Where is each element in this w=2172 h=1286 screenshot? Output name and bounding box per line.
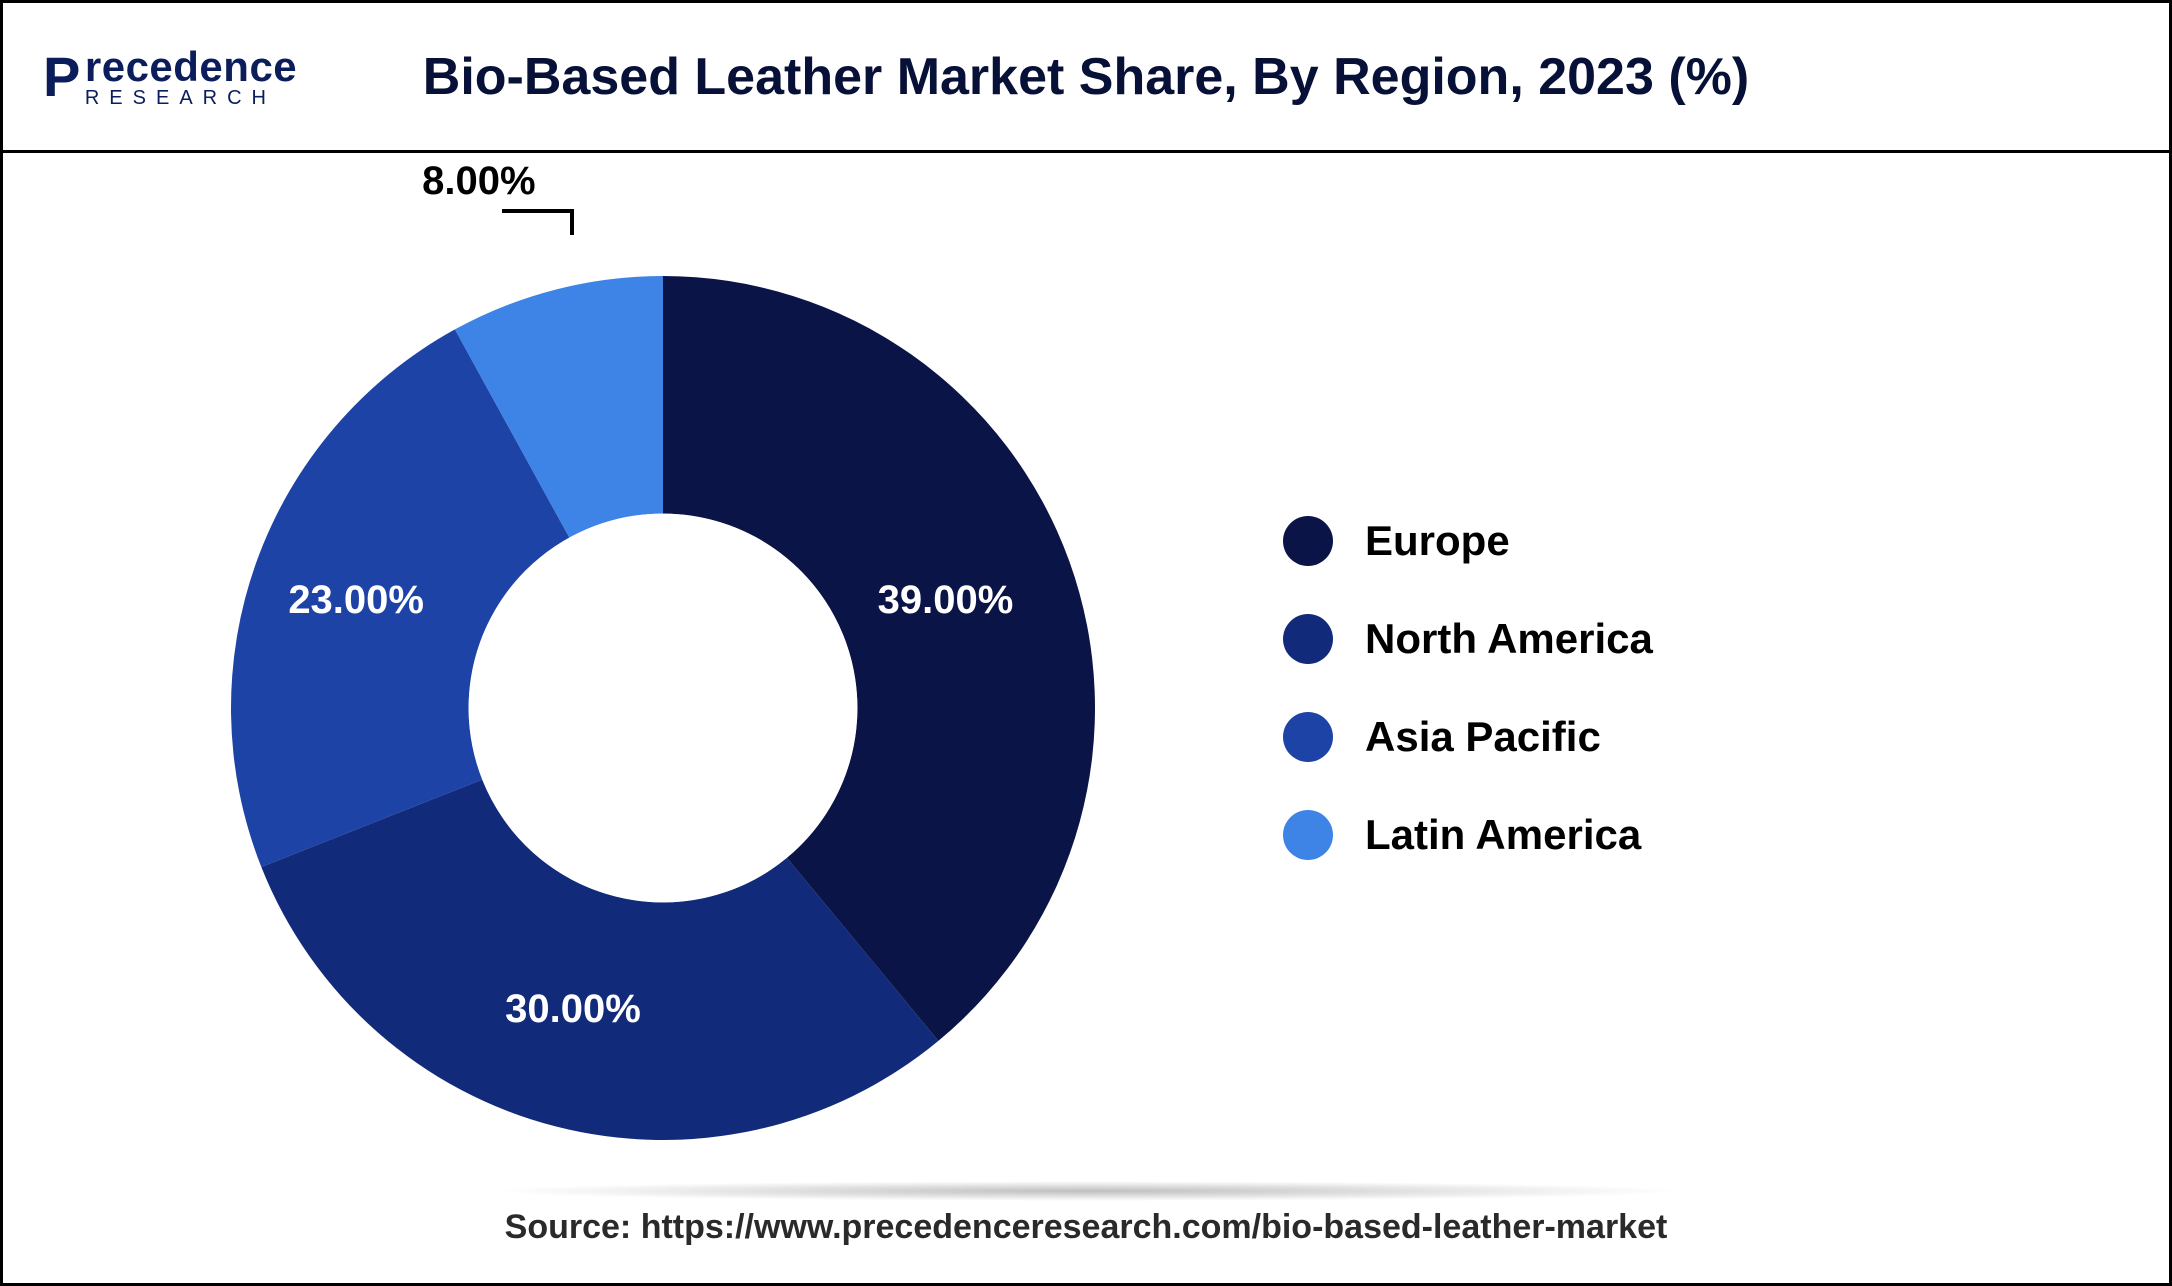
shadow-decoration <box>486 1181 1686 1201</box>
slice-label-europe: 39.00% <box>878 578 1014 623</box>
legend-label: Europe <box>1365 517 1510 565</box>
leader-line <box>502 209 572 213</box>
legend-label: Asia Pacific <box>1365 713 1601 761</box>
slice-label-latin-america: 8.00% <box>422 159 535 204</box>
legend-dot-icon <box>1283 516 1333 566</box>
legend-dot-icon <box>1283 614 1333 664</box>
source-citation: Source: https://www.precedenceresearch.c… <box>3 1208 2169 1247</box>
chart-title: Bio-Based Leather Market Share, By Regio… <box>423 47 1749 107</box>
slice-label-north-america: 30.00% <box>505 987 641 1032</box>
slice-label-asia-pacific: 23.00% <box>288 578 424 623</box>
logo-main-text: recedence <box>85 43 297 91</box>
chart-area: 39.00% 30.00% 23.00% 8.00% Europe North Amer… <box>3 153 2169 1283</box>
logo-sub-text: RESEARCH <box>85 87 297 110</box>
legend-item-north-america: North America <box>1283 614 1653 664</box>
legend-label: North America <box>1365 615 1653 663</box>
legend-dot-icon <box>1283 712 1333 762</box>
donut-chart: 39.00%30.00%23.00%8.00% <box>213 258 1113 1158</box>
chart-frame: P recedence RESEARCH Bio-Based Leather M… <box>0 0 2172 1286</box>
legend-item-asia-pacific: Asia Pacific <box>1283 712 1653 762</box>
leader-drop <box>570 209 574 235</box>
legend-item-europe: Europe <box>1283 516 1653 566</box>
legend-dot-icon <box>1283 810 1333 860</box>
legend-item-latin-america: Latin America <box>1283 810 1653 860</box>
logo-text-wrap: recedence RESEARCH <box>85 43 297 110</box>
legend-label: Latin America <box>1365 811 1641 859</box>
logo-p-icon: P <box>43 44 81 109</box>
header-bar: P recedence RESEARCH Bio-Based Leather M… <box>3 3 2169 153</box>
brand-logo: P recedence RESEARCH <box>43 43 297 110</box>
donut-svg <box>213 258 1113 1158</box>
legend: Europe North America Asia Pacific Latin Ame… <box>1283 516 1653 860</box>
donut-hole <box>469 514 858 903</box>
